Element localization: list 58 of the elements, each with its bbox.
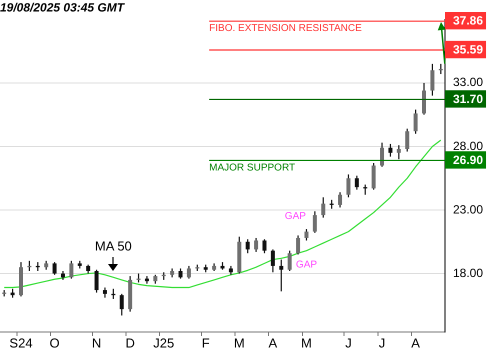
- candlestick: [330, 199, 334, 210]
- candlestick: [414, 109, 418, 134]
- ref-line-label: FIBO. EXTENSION RESISTANCE: [209, 23, 362, 34]
- x-tick-label: M: [234, 336, 245, 350]
- candlestick: [94, 269, 99, 294]
- candlestick: [388, 143, 392, 158]
- y-tick-label: 23.00: [453, 202, 484, 216]
- y-tick-label: 28.00: [453, 138, 484, 153]
- candlestick: [186, 265, 191, 280]
- candlestick: [372, 162, 376, 190]
- candlestick: [270, 248, 275, 273]
- annotation: GAP: [284, 211, 306, 222]
- y-tick-label: 18.00: [453, 266, 484, 280]
- candlestick: [405, 128, 410, 152]
- candlestick: [396, 144, 401, 160]
- x-tick-label: A: [411, 336, 420, 350]
- candlestick: [422, 82, 426, 116]
- candlestick: [262, 238, 266, 254]
- y-tick-label: 35.59: [453, 42, 484, 56]
- candlestick: [380, 142, 384, 168]
- ref-line-label: MAJOR SUPPORT: [209, 162, 296, 174]
- candlestick: [338, 192, 342, 208]
- x-tick-label: J: [345, 336, 352, 350]
- candlestick: [195, 264, 200, 272]
- x-tick-label: N: [92, 336, 102, 350]
- candlestick: [354, 175, 359, 190]
- x-tick-label: J: [378, 336, 386, 350]
- candlestick: [430, 63, 434, 96]
- y-tick-label: 31.70: [453, 92, 484, 106]
- y-tick-label: 33.00: [453, 75, 484, 90]
- candlestick: [363, 184, 368, 196]
- x-tick-label: S24: [9, 336, 33, 350]
- x-tick-label: D: [125, 336, 135, 350]
- candlestick: [279, 258, 284, 292]
- annotation: GAP: [296, 260, 318, 271]
- candlestick: [296, 234, 300, 256]
- candlestick: [178, 268, 183, 280]
- chart-title: 19/08/2025 03:45 GMT: [0, 0, 126, 15]
- candlestick: [288, 250, 292, 272]
- candlestick: [69, 260, 74, 280]
- candlestick: [321, 196, 326, 218]
- x-tick-label: O: [50, 336, 60, 350]
- y-tick-label: 37.86: [453, 13, 484, 28]
- candlestick: [254, 237, 258, 253]
- candlestick: [246, 238, 250, 254]
- x-tick-label: A: [268, 336, 278, 350]
- candlestick: [120, 293, 124, 316]
- candlestick: [304, 228, 308, 242]
- candlestick: [52, 262, 57, 276]
- candlestick: [2, 289, 6, 298]
- y-tick-label: 26.90: [453, 152, 484, 167]
- x-tick-label: J25: [153, 336, 174, 350]
- candlestick: [312, 210, 317, 234]
- series-label: MA 50: [94, 238, 132, 254]
- candlestick: [346, 174, 350, 198]
- x-tick-label: M: [301, 336, 312, 350]
- x-tick-label: F: [202, 336, 210, 350]
- candlestick: [102, 286, 107, 298]
